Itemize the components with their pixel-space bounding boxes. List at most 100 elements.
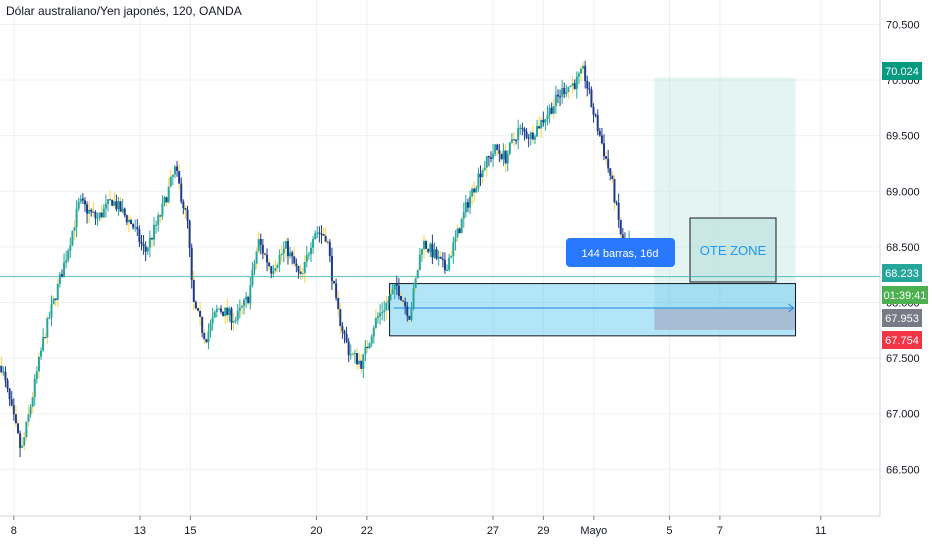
candle-body [188, 220, 191, 248]
time-tick-label: 15 [184, 525, 196, 537]
candle-body [251, 269, 254, 286]
time-tick-label: 7 [717, 525, 723, 537]
candle-body [550, 107, 553, 114]
candle-body [376, 316, 379, 318]
candle-body [31, 397, 34, 407]
candle-body [473, 188, 476, 193]
time-tick-label: 5 [666, 525, 672, 537]
candle-body [111, 199, 114, 206]
candle-body [569, 85, 572, 87]
candle-body [379, 312, 382, 317]
price-axis[interactable] [879, 0, 932, 516]
candle-body [23, 437, 26, 446]
candle-body [69, 245, 72, 251]
candle-body [339, 309, 342, 327]
candle-body [253, 263, 256, 270]
candle-body [561, 87, 564, 97]
candle-body [125, 215, 128, 223]
candle-body [571, 83, 574, 86]
candle-body [508, 142, 511, 154]
candle-body [456, 228, 459, 238]
candle-body [67, 250, 70, 261]
candle-body [544, 118, 547, 123]
candle-body [274, 268, 277, 272]
candle-body [345, 334, 348, 342]
candle-body [209, 323, 212, 332]
time-axis-ticks: 8 13 15 20 22 27 29 Mayo 5 7 11 [11, 516, 826, 537]
candle-body [291, 252, 294, 257]
candle-body [460, 218, 463, 234]
candle-body [316, 232, 319, 234]
candle-body [56, 283, 59, 301]
candle-body [98, 212, 101, 218]
candle-body [199, 310, 202, 317]
candle-body [25, 421, 28, 438]
candle-body [261, 244, 264, 254]
candle-body [96, 217, 99, 219]
candle-body [431, 243, 434, 258]
candle-body [529, 132, 532, 139]
candle-body [27, 414, 30, 422]
date-range-bubble[interactable] [566, 238, 675, 267]
candle-body [238, 307, 241, 311]
candle-body [393, 284, 396, 290]
candle-body [579, 68, 582, 74]
candle-body [259, 239, 262, 245]
candle-body [280, 253, 283, 256]
candle-body [48, 317, 51, 319]
risk-reward-zones[interactable] [389, 77, 797, 337]
candle-body [268, 262, 271, 267]
candle-body [236, 310, 239, 320]
candle-body [289, 252, 292, 257]
candle-body [42, 337, 45, 351]
candle-body [538, 126, 541, 129]
candle-body [402, 300, 405, 302]
drawing-objects[interactable]: OTE ZONE 144 barras, 16d [566, 217, 777, 283]
candle-body [471, 188, 474, 197]
candle-body [203, 332, 206, 340]
candle-body [619, 219, 622, 235]
candle-body [477, 173, 480, 188]
candle-body [148, 237, 151, 248]
candle-body [180, 183, 183, 202]
candle-body [106, 199, 109, 204]
candle-body [356, 353, 359, 365]
time-tick-label: 27 [487, 525, 499, 537]
candle-body [412, 288, 415, 309]
entry-price-tag [882, 309, 922, 327]
ote-zone-label: OTE ZONE [700, 243, 767, 258]
candle-body [100, 212, 103, 218]
candle-body [609, 168, 612, 176]
candle-body [358, 360, 361, 365]
candle-body [176, 166, 179, 171]
candle-body [270, 266, 273, 274]
time-tick-label: 20 [310, 525, 322, 537]
candle-body [360, 360, 363, 369]
time-tick-label: Mayo [580, 525, 607, 537]
candle-body [414, 278, 417, 289]
countdown-label: 01:39:41 [884, 290, 927, 302]
candle-body [8, 388, 11, 400]
candle-body [282, 248, 285, 254]
candle-body [341, 326, 344, 332]
candle-body [372, 328, 375, 337]
stop-price-label: 67.754 [885, 335, 919, 347]
candle-body [40, 350, 43, 357]
candle-body [399, 295, 402, 301]
candle-body [46, 317, 49, 338]
candle-body [211, 317, 214, 324]
candle-body [584, 65, 587, 82]
candle-body [439, 256, 442, 259]
demand-zone-box [389, 283, 797, 337]
time-axis[interactable] [0, 515, 932, 550]
candle-body [159, 215, 162, 217]
candle-body [615, 202, 618, 204]
ote-zone-box[interactable] [689, 217, 777, 283]
time-tick-label: 11 [815, 525, 826, 537]
candle-body [144, 246, 147, 252]
candle-body [138, 229, 141, 243]
candle-body [2, 371, 5, 373]
candle-body [395, 284, 398, 286]
candle-body [406, 306, 409, 316]
